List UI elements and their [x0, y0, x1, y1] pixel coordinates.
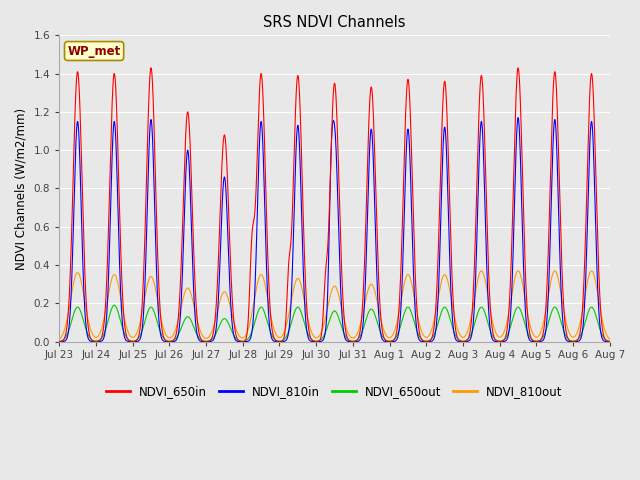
Title: SRS NDVI Channels: SRS NDVI Channels	[263, 15, 406, 30]
Legend: NDVI_650in, NDVI_810in, NDVI_650out, NDVI_810out: NDVI_650in, NDVI_810in, NDVI_650out, NDV…	[102, 381, 568, 403]
Y-axis label: NDVI Channels (W/m2/mm): NDVI Channels (W/m2/mm)	[15, 108, 28, 270]
Text: WP_met: WP_met	[67, 45, 121, 58]
